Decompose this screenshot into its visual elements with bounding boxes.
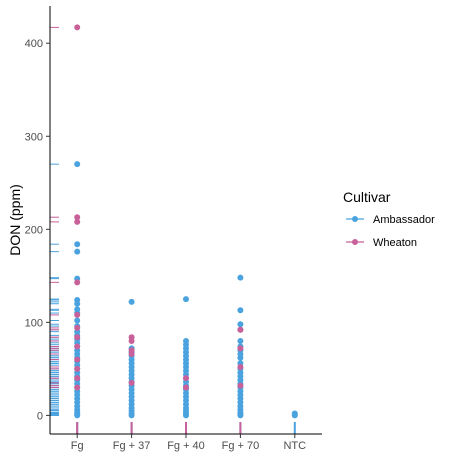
point-wheaton	[74, 279, 81, 286]
point-ambassador	[237, 412, 244, 419]
point-ambassador	[237, 307, 244, 314]
point-wheaton	[74, 214, 81, 221]
point-wheaton	[237, 364, 244, 371]
x-tick-label: Fg + 37	[113, 440, 151, 452]
point-ambassador	[128, 298, 135, 305]
point-wheaton	[74, 356, 81, 363]
legend-title: Cultivar	[343, 189, 391, 205]
y-tick-label: 400	[25, 38, 43, 50]
point-ambassador	[291, 412, 298, 419]
point-wheaton	[128, 379, 135, 386]
point-wheaton	[183, 375, 189, 382]
legend-label-ambassador: Ambassador	[373, 214, 435, 226]
point-wheaton	[74, 365, 81, 372]
point-wheaton	[74, 334, 81, 341]
legend-marker-ambassador	[352, 216, 358, 222]
point-ambassador	[74, 241, 81, 248]
rug-layer	[50, 26, 59, 416]
point-wheaton	[74, 375, 81, 382]
y-tick-label: 0	[37, 410, 43, 422]
point-ambassador	[183, 296, 189, 303]
x-tick-label: Fg + 70	[222, 440, 260, 452]
legend-marker-wheaton	[352, 239, 358, 245]
point-wheaton	[237, 345, 244, 352]
point-ambassador	[183, 412, 189, 419]
point-wheaton	[74, 24, 81, 31]
point-wheaton	[74, 324, 81, 331]
point-wheaton	[183, 384, 189, 391]
point-ambassador	[74, 317, 81, 324]
point-ambassador	[128, 412, 135, 419]
point-wheaton	[128, 350, 135, 357]
point-ambassador	[74, 248, 81, 255]
y-tick-label: 300	[25, 131, 43, 143]
x-tick-label: Fg + 40	[167, 440, 205, 452]
legend-item-wheaton: Wheaton	[346, 237, 417, 249]
point-ambassador	[74, 161, 81, 168]
point-ambassador	[237, 321, 244, 328]
y-ticks: 0 100 200 300 400	[25, 38, 50, 422]
point-wheaton	[74, 384, 81, 391]
point-ambassador	[237, 274, 244, 281]
point-wheaton	[128, 337, 135, 344]
point-wheaton	[237, 382, 244, 389]
point-ambassador	[74, 300, 81, 307]
point-wheaton	[74, 218, 81, 225]
point-wheaton	[237, 326, 244, 333]
x-ticks: Fg Fg + 37 Fg + 40 Fg + 70 NTC	[71, 434, 306, 452]
y-tick-label: 100	[25, 317, 43, 329]
point-ambassador	[237, 354, 244, 361]
x-rug-layer	[76, 422, 296, 434]
x-tick-label: NTC	[283, 440, 306, 452]
legend-label-wheaton: Wheaton	[373, 237, 417, 249]
y-tick-label: 200	[25, 224, 43, 236]
point-ambassador	[74, 412, 81, 419]
points-layer	[74, 24, 298, 419]
legend-item-ambassador: Ambassador	[346, 214, 435, 226]
point-ambassador	[237, 337, 244, 344]
point-wheaton	[74, 311, 81, 318]
x-tick-label: Fg	[71, 440, 84, 452]
y-axis-title: DON (ppm)	[7, 184, 23, 256]
point-wheaton	[74, 343, 81, 350]
